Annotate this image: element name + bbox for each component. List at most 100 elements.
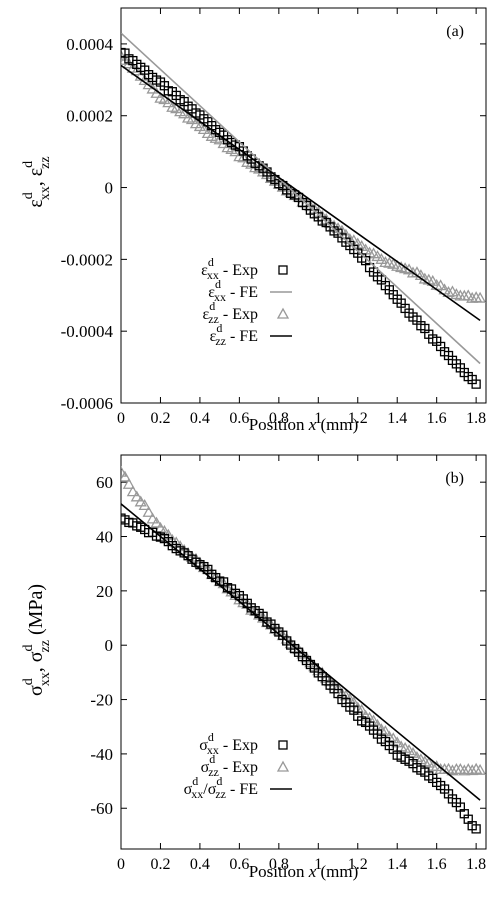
y-label-sup: d: [21, 161, 36, 168]
x-tick-label: 1.8: [466, 410, 486, 427]
y-label-sup: d: [21, 192, 36, 199]
legend-rest: - Exp: [219, 262, 258, 279]
legend-rest: - Exp: [219, 737, 258, 754]
x-axis-label-unit: (mm): [316, 862, 358, 881]
y-label-sub: xx: [38, 186, 53, 200]
data-point: [471, 379, 481, 389]
legend-rest: - FE: [226, 328, 258, 345]
plot-frame: [120, 7, 487, 404]
legend-rest: - Exp: [219, 306, 258, 323]
x-tick-label: 1.2: [348, 856, 368, 873]
data-layer: [121, 465, 486, 834]
y-tick-label: -20: [90, 691, 113, 710]
data-point: [134, 495, 147, 507]
legend-rest: - Exp: [219, 759, 258, 776]
panel-label: (b): [445, 470, 464, 487]
y-label-symbol: σ: [25, 685, 47, 696]
data-layer: [121, 32, 486, 389]
y-axis-label: σd xx, σd zz (MPa): [21, 584, 53, 696]
legend-sup: d: [208, 730, 214, 744]
series-0: [121, 47, 481, 389]
data-point: [122, 477, 135, 489]
x-tick-label: 0: [117, 856, 125, 873]
legend-sub: xx: [207, 743, 219, 757]
x-tick-label: 0.8: [269, 410, 289, 427]
series-2: [121, 49, 486, 303]
legend-label: εd zz - Exp: [203, 299, 258, 326]
chart-panel-b: 0 0.2 0.4 0.6 0.8 1 1.2 1.4 1.6 1.8 -60 -40 -20 0 20 40…: [21, 454, 487, 881]
data-point: [458, 764, 471, 776]
series-2: [121, 503, 481, 801]
data-point: [121, 465, 128, 477]
series-3: [121, 64, 481, 322]
y-tick-label: 60: [96, 473, 113, 492]
legend-symbol: ε: [203, 306, 210, 323]
legend-sub: xx: [191, 787, 203, 801]
legend-sup: d: [216, 321, 222, 335]
data-point: [138, 499, 151, 510]
data-point: [473, 763, 486, 775]
x-tick-label: 0.4: [190, 856, 210, 873]
fe-line: [121, 64, 481, 322]
legend-sup: d: [208, 255, 214, 269]
data-point: [150, 516, 163, 528]
data-point: [434, 279, 447, 291]
y-tick-label: 0.0002: [66, 107, 113, 126]
legend-sup: d: [215, 277, 221, 291]
y-label-sub: xx: [38, 672, 53, 686]
legend-sub: zz: [215, 787, 226, 801]
plot-frame: [120, 454, 487, 850]
y-label-sep: ,: [25, 662, 47, 672]
legend-sup: d: [209, 752, 215, 766]
legend-sub: zz: [208, 765, 219, 779]
x-tick-label: 0.6: [229, 856, 249, 873]
y-tick-label: -0.0004: [61, 322, 114, 341]
y-tick-label: -0.0002: [61, 250, 113, 269]
data-point: [126, 485, 139, 497]
data-point: [197, 123, 210, 135]
legend-sup: d: [216, 774, 222, 788]
y-tick-label: -0.0006: [61, 394, 113, 413]
data-point: [121, 47, 126, 58]
x-tick-label: 0: [117, 410, 125, 427]
data-point: [185, 113, 199, 125]
y-label-sub: zz: [38, 640, 53, 652]
y-label-symbol: σ: [25, 651, 47, 662]
x-tick-label: 0.4: [190, 410, 210, 427]
legend-rest: - FE: [226, 284, 258, 301]
legend-sub: zz: [208, 312, 219, 326]
y-label-unit: (MPa): [25, 584, 47, 640]
y-label-sub: zz: [38, 156, 53, 168]
legend-sub: xx: [214, 290, 226, 304]
legend-rest: - FE: [226, 781, 258, 798]
data-point: [162, 96, 175, 108]
x-tick-label: 0.8: [269, 856, 289, 873]
x-tick-label: 1: [314, 410, 322, 427]
y-tick-label: 0: [105, 636, 114, 655]
legend-key-marker: [278, 740, 288, 750]
series-1: [121, 32, 481, 365]
legend-symbol: ε: [210, 328, 217, 345]
x-tick-label: 1.6: [427, 410, 447, 427]
x-tick-label: 1: [314, 856, 322, 873]
legend-key-marker: [276, 760, 290, 772]
legend-key-marker: [276, 307, 290, 319]
y-tick-label: 20: [96, 582, 113, 601]
legend-label: εd zz - FE: [210, 321, 258, 348]
y-label-symbol: ε: [25, 199, 47, 207]
legend-sub: xx: [207, 268, 219, 282]
x-tick-label: 0.2: [150, 856, 170, 873]
x-tick-label: 1.4: [387, 856, 407, 873]
series-0: [121, 513, 481, 834]
data-point: [466, 764, 479, 776]
legend-symbol: σ: [199, 737, 208, 754]
data-point: [466, 291, 479, 303]
x-tick-label: 1.6: [427, 856, 447, 873]
legend-sup: d: [192, 774, 198, 788]
legend-sup: d: [209, 299, 215, 313]
y-label-sup: d: [21, 644, 36, 651]
x-axis-label-main: Position: [249, 415, 309, 434]
